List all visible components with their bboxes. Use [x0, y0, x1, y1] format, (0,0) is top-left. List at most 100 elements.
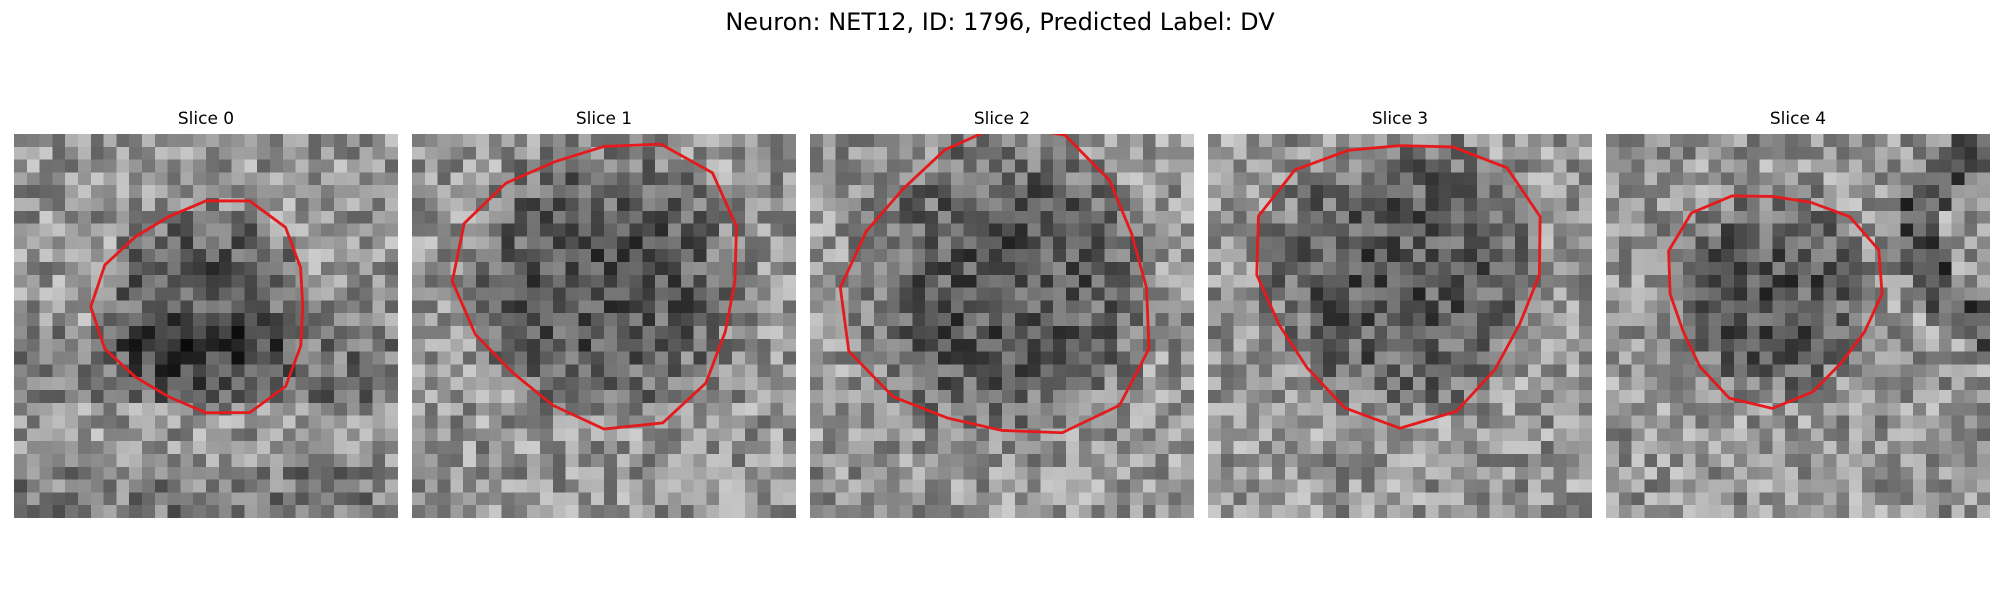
- pixel: [540, 313, 554, 327]
- pixel: [412, 326, 426, 340]
- pixel: [1208, 428, 1222, 442]
- pixel: [1900, 236, 1914, 250]
- pixel: [1400, 351, 1414, 365]
- pixel: [52, 390, 66, 404]
- pixel: [154, 274, 168, 288]
- pixel: [1310, 505, 1324, 518]
- pixel: [1297, 249, 1311, 263]
- pixel: [912, 262, 926, 276]
- pixel: [757, 172, 771, 186]
- pixel: [501, 441, 515, 455]
- pixel: [372, 262, 386, 276]
- pixel: [925, 454, 939, 468]
- pixel: [450, 223, 464, 237]
- pixel: [680, 377, 694, 391]
- pixel: [1964, 326, 1978, 340]
- pixel: [1412, 274, 1426, 288]
- pixel: [1836, 185, 1850, 199]
- pixel: [450, 492, 464, 506]
- pixel: [257, 262, 271, 276]
- pixel: [1438, 210, 1452, 224]
- pixel: [527, 505, 541, 518]
- pixel: [359, 210, 373, 224]
- pixel: [693, 454, 707, 468]
- pixel: [1759, 159, 1773, 173]
- pixel: [616, 351, 630, 365]
- pixel: [1259, 492, 1273, 506]
- pixel: [501, 159, 515, 173]
- pixel: [925, 236, 939, 250]
- pixel: [810, 274, 824, 288]
- pixel: [565, 159, 579, 173]
- pixel: [52, 249, 66, 263]
- pixel: [1528, 466, 1542, 480]
- pixel: [1117, 326, 1131, 340]
- pixel: [1091, 492, 1105, 506]
- pixel: [1695, 210, 1709, 224]
- pixel: [218, 300, 232, 314]
- pixel: [282, 492, 296, 506]
- pixel: [1002, 466, 1016, 480]
- pixel: [719, 428, 733, 442]
- pixel: [450, 198, 464, 212]
- pixel: [1297, 415, 1311, 429]
- pixel: [629, 172, 643, 186]
- pixel: [989, 249, 1003, 263]
- pixel: [1425, 441, 1439, 455]
- pixel: [450, 351, 464, 365]
- pixel: [629, 390, 643, 404]
- pixel: [1644, 326, 1658, 340]
- pixel: [770, 466, 784, 480]
- pixel: [1977, 351, 1990, 365]
- pixel: [424, 505, 438, 518]
- pixel: [1104, 159, 1118, 173]
- pixel: [385, 351, 398, 365]
- pixel: [783, 377, 796, 391]
- pixel: [282, 210, 296, 224]
- pixel: [26, 402, 40, 416]
- pixel: [501, 338, 515, 352]
- pixel: [346, 390, 360, 404]
- pixel: [359, 377, 373, 391]
- pixel: [424, 351, 438, 365]
- pixel: [1002, 300, 1016, 314]
- pixel: [1246, 210, 1260, 224]
- pixel: [1759, 300, 1773, 314]
- pixel: [810, 505, 824, 518]
- pixel: [642, 198, 656, 212]
- pixel: [861, 274, 875, 288]
- pixel: [1746, 377, 1760, 391]
- pixel: [1091, 300, 1105, 314]
- pixel: [719, 236, 733, 250]
- pixel: [1310, 313, 1324, 327]
- pixel: [501, 274, 515, 288]
- pixel: [65, 505, 79, 518]
- pixel: [1566, 313, 1580, 327]
- pixel: [1014, 338, 1028, 352]
- pixel: [450, 377, 464, 391]
- pixel: [1836, 146, 1850, 160]
- pixel: [1272, 159, 1286, 173]
- pixel: [1374, 505, 1388, 518]
- pixel: [1476, 326, 1490, 340]
- pixel: [26, 159, 40, 173]
- pixel: [604, 351, 618, 365]
- pixel: [1168, 223, 1182, 237]
- pixel: [693, 326, 707, 340]
- pixel: [1284, 287, 1298, 301]
- pixel: [142, 210, 156, 224]
- pixel: [346, 364, 360, 378]
- pixel: [142, 492, 156, 506]
- pixel: [463, 402, 477, 416]
- pixel: [1566, 377, 1580, 391]
- pixel: [1117, 274, 1131, 288]
- pixel: [142, 390, 156, 404]
- pixel: [1053, 466, 1067, 480]
- pixel: [1451, 338, 1465, 352]
- pixel: [1515, 415, 1529, 429]
- pixel: [1284, 198, 1298, 212]
- pixel: [501, 415, 515, 429]
- pixel: [1078, 377, 1092, 391]
- pixel: [1977, 159, 1990, 173]
- pixel: [321, 159, 335, 173]
